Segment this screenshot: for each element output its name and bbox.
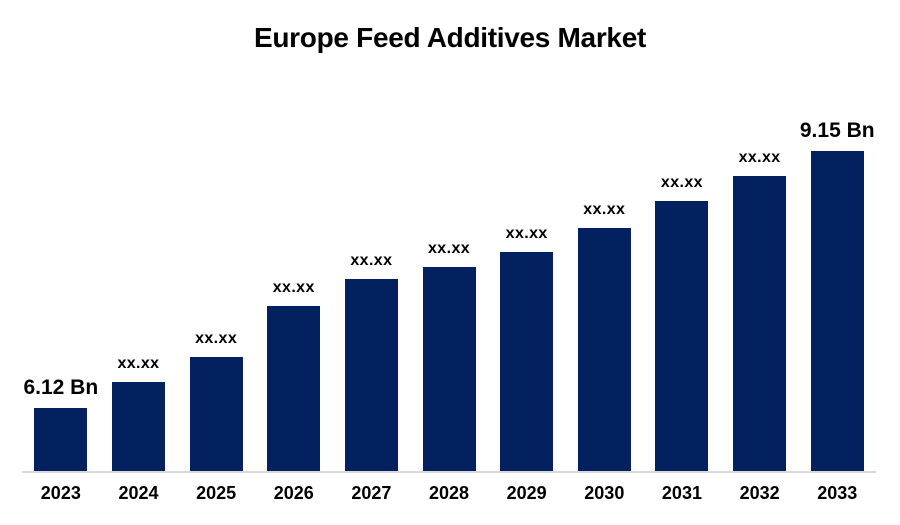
bar-2026 [267,306,321,471]
bar-2033 [810,151,864,471]
x-axis-labels: 2023 2024 2025 2026 2027 2028 2029 2030 … [22,483,876,504]
chart-title: Europe Feed Additives Market [254,22,646,53]
bar-2029 [500,252,554,471]
year-label: 2029 [506,483,547,503]
bar-2032 [733,176,787,471]
bar-value-label: xx.xx [583,201,626,218]
bar-value-label: xx.xx [350,252,393,269]
year-label: 2031 [661,483,702,503]
bar-2031 [655,201,709,471]
bar-column: xx.xx [333,0,411,471]
bar-column: xx.xx [565,0,643,471]
year-label: 2025 [196,483,237,503]
year-label: 2032 [739,483,780,503]
bar-2025 [189,357,243,471]
year-label: 2028 [429,483,470,503]
bar-value-label: xx.xx [505,225,548,242]
bar-2030 [577,228,631,471]
bars-row: 6.12 Bn xx.xx xx.xx xx.xx xx.xx xx.xx xx… [22,0,876,471]
bar-column: xx.xx [488,0,566,471]
bar-value-label: xx.xx [272,279,315,296]
year-label: 2026 [273,483,314,503]
bar-value-label: 9.15 Bn [799,119,875,142]
bar-column: xx.xx [255,0,333,471]
bar-2023 [34,408,88,471]
bar-column: xx.xx [177,0,255,471]
bar-column: xx.xx [100,0,178,471]
year-label: 2033 [817,483,858,503]
bar-2028 [422,267,476,471]
bar-2024 [111,382,165,471]
year-label: 2024 [118,483,159,503]
bar-value-label: 6.12 Bn [23,376,99,399]
bar-column: 6.12 Bn [22,0,100,471]
bar-column: 9.15 Bn [798,0,876,471]
bar-column: xx.xx [721,0,799,471]
x-axis-line [22,471,876,473]
bar-2027 [344,279,398,471]
bar-value-label: xx.xx [738,149,781,166]
bar-value-label: xx.xx [117,355,160,372]
bar-value-label: xx.xx [428,240,471,257]
year-label: 2030 [584,483,625,503]
bar-column: xx.xx [643,0,721,471]
year-label: 2027 [351,483,392,503]
bar-value-label: xx.xx [195,330,238,347]
bar-column: xx.xx [410,0,488,471]
year-label: 2023 [40,483,81,503]
bar-value-label: xx.xx [660,174,703,191]
